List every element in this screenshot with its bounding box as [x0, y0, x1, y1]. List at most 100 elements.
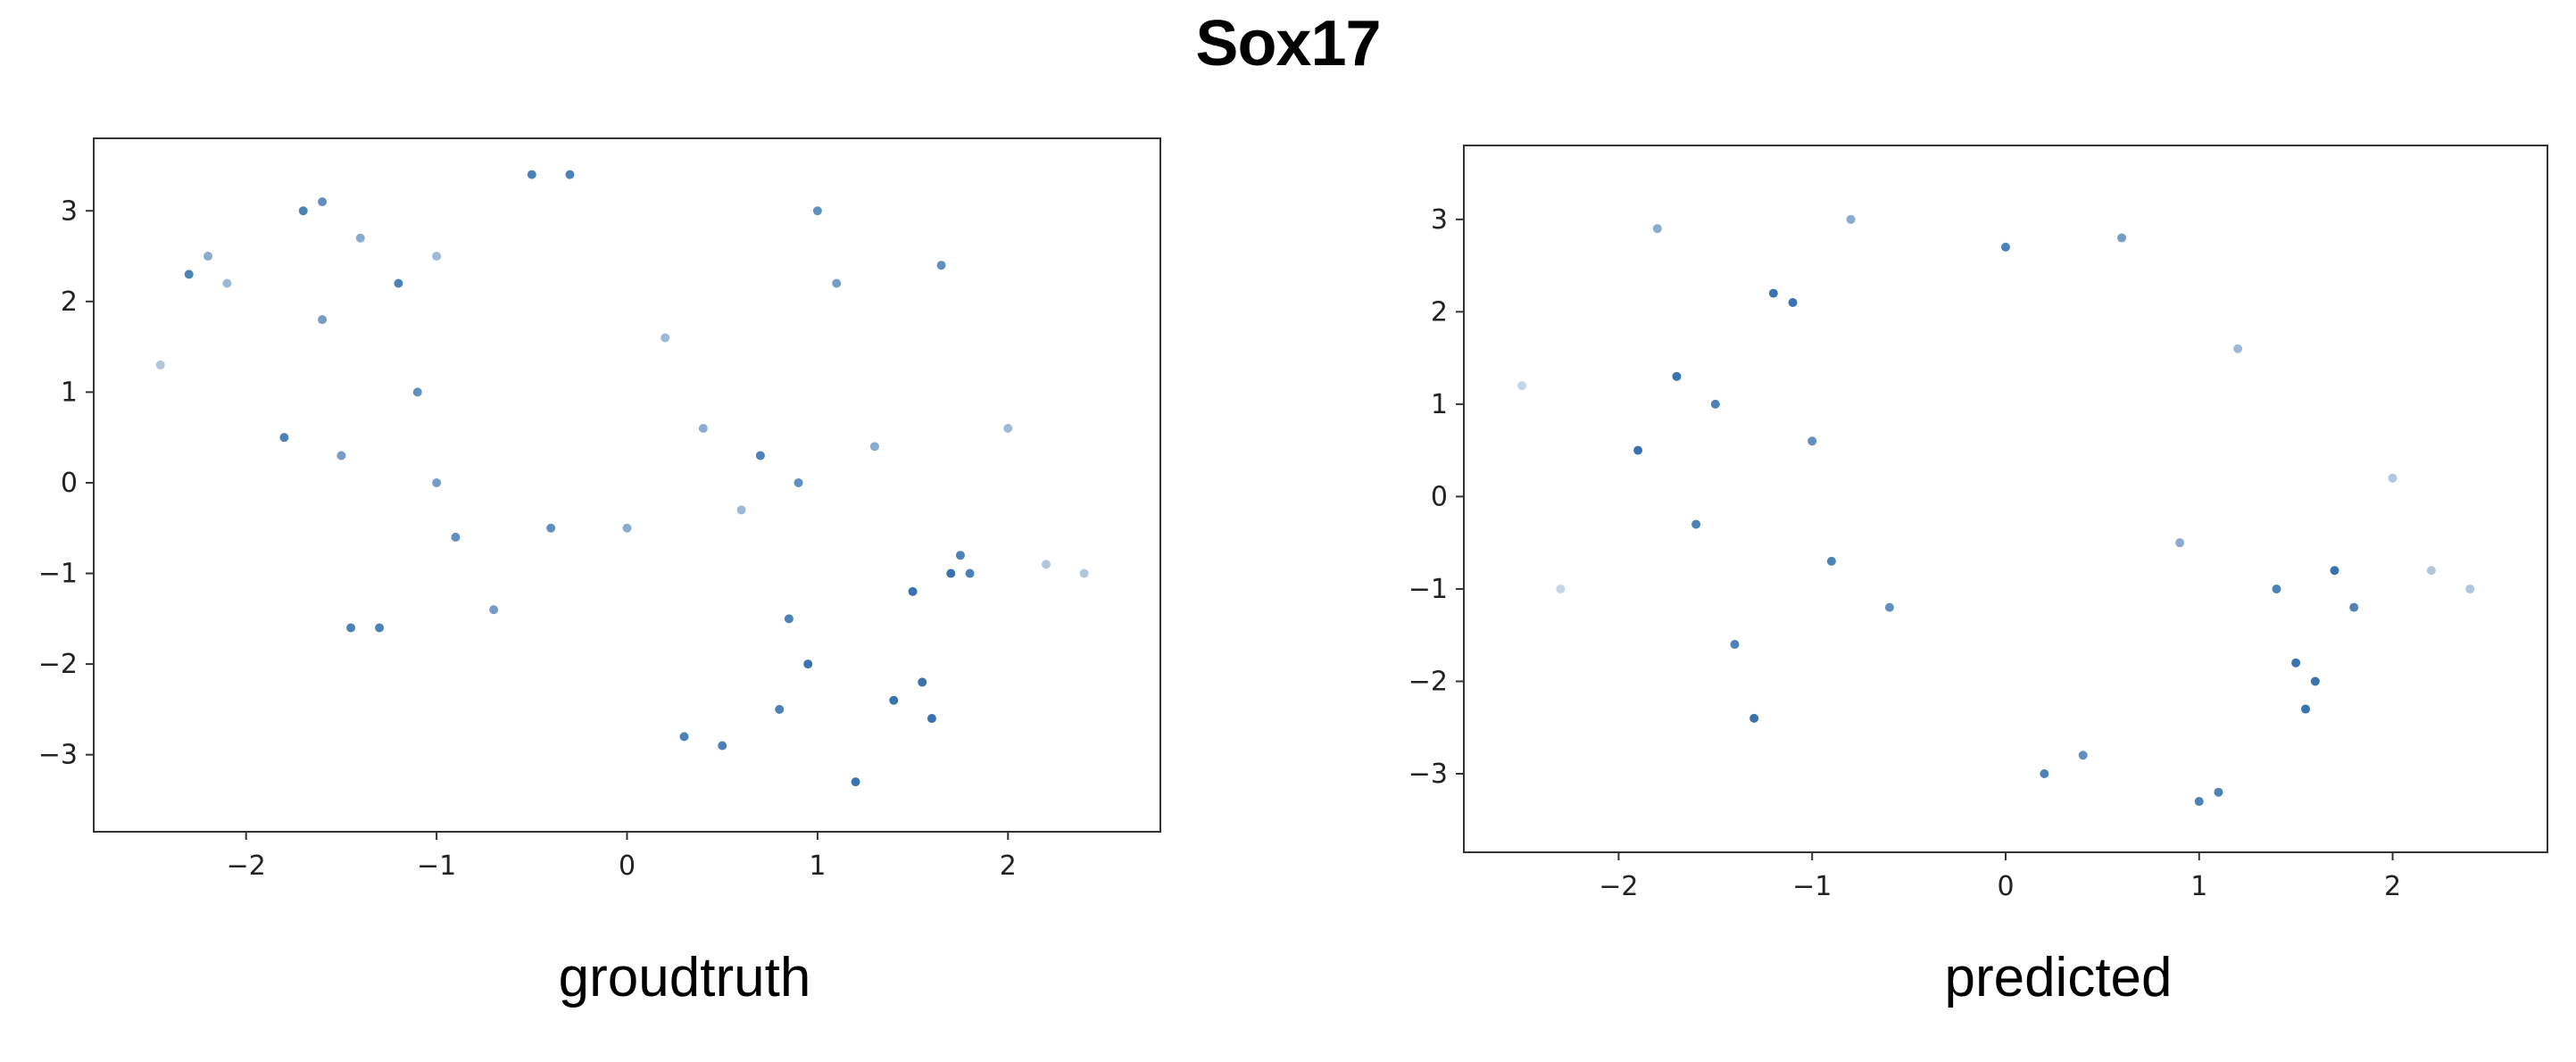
data-point — [803, 660, 813, 669]
data-point — [1846, 214, 1856, 224]
data-point — [718, 741, 727, 751]
data-point — [2301, 704, 2311, 714]
y-tick-label: 1 — [61, 377, 78, 408]
data-point — [661, 333, 670, 343]
x-tick-label: 0 — [619, 850, 636, 882]
x-tick-label: 2 — [2384, 871, 2401, 902]
data-point — [794, 477, 803, 487]
data-point — [2040, 769, 2049, 778]
data-point — [869, 442, 879, 452]
data-point — [2426, 566, 2436, 576]
data-point — [1652, 224, 1662, 234]
groundtruth-panel: −2 −1 0 1 2 −3 −2 −1 0 1 2 3 — [0, 0, 1250, 946]
x-tick-label: 1 — [2190, 871, 2207, 902]
data-point — [375, 623, 385, 633]
data-point — [318, 197, 328, 207]
data-point — [527, 170, 536, 179]
figure-title: Sox17 — [1195, 8, 1381, 79]
predicted-caption: predicted — [1944, 947, 2173, 1008]
predicted-panel: −2 −1 0 1 2 −3 −2 −1 0 1 2 3 — [1339, 0, 2576, 946]
data-point — [755, 451, 765, 460]
data-point — [346, 623, 356, 633]
data-point — [2117, 233, 2127, 243]
y-tick-label: 0 — [61, 468, 78, 499]
data-point — [432, 477, 442, 487]
data-point — [1710, 399, 1720, 409]
data-point — [622, 523, 632, 533]
data-point — [184, 270, 194, 279]
data-point — [889, 695, 899, 705]
data-point — [965, 568, 975, 578]
x-tick-label: 2 — [1000, 850, 1017, 882]
plot-frame — [93, 137, 1161, 833]
data-point — [775, 704, 785, 714]
data-point — [2233, 344, 2243, 353]
data-point — [2175, 538, 2185, 548]
data-point — [298, 206, 308, 216]
data-point — [1884, 602, 1894, 612]
y-tick-label: 3 — [61, 195, 78, 227]
data-point — [736, 505, 746, 515]
data-point — [1749, 713, 1759, 723]
data-point — [2330, 566, 2339, 576]
data-point — [936, 261, 946, 270]
data-point — [432, 252, 442, 261]
x-tick-label: −2 — [227, 850, 266, 882]
data-point — [1633, 445, 1643, 455]
data-point — [927, 714, 936, 724]
data-point — [394, 278, 403, 288]
data-point — [955, 551, 965, 560]
x-tick-label: −1 — [417, 850, 456, 882]
data-point — [1768, 288, 1778, 298]
data-point — [2272, 584, 2281, 593]
data-point — [1788, 298, 1798, 307]
data-point — [412, 387, 422, 397]
y-tick-label: −3 — [1408, 759, 1448, 790]
data-point — [318, 315, 328, 325]
data-point — [2291, 658, 2301, 668]
data-point — [1691, 519, 1701, 529]
data-point — [1041, 560, 1051, 569]
groundtruth-scatter: −2 −1 0 1 2 −3 −2 −1 0 1 2 3 — [38, 137, 1161, 882]
x-tick-label: −2 — [1599, 871, 1638, 902]
data-point — [279, 433, 289, 443]
data-point — [1517, 381, 1527, 391]
x-tick-label: 0 — [1997, 871, 2014, 902]
y-tick-label: 2 — [61, 286, 78, 318]
data-point — [1079, 568, 1089, 578]
data-point — [1826, 556, 1836, 566]
data-point — [1003, 424, 1013, 434]
y-tick-label: −3 — [38, 740, 78, 771]
y-tick-label: −2 — [38, 649, 78, 680]
y-tick-label: −1 — [1408, 574, 1448, 605]
data-point — [489, 605, 499, 615]
y-tick-label: −2 — [1408, 666, 1448, 697]
data-point — [1672, 371, 1682, 381]
data-point — [155, 360, 165, 369]
y-tick-label: 0 — [1431, 481, 1448, 512]
data-point — [2078, 751, 2088, 760]
data-point — [222, 278, 232, 288]
data-point — [851, 777, 860, 787]
data-point — [565, 170, 575, 179]
data-point — [784, 614, 794, 624]
y-tick-label: −1 — [38, 559, 78, 590]
data-point — [204, 252, 213, 261]
data-point — [337, 451, 346, 460]
data-point — [2214, 787, 2223, 797]
data-point — [451, 532, 461, 542]
data-point — [679, 732, 689, 742]
y-tick-label: 1 — [1431, 389, 1448, 420]
data-point — [1807, 436, 1817, 446]
data-point — [546, 523, 556, 533]
data-point — [832, 278, 842, 288]
data-point — [1730, 640, 1740, 650]
data-point — [812, 206, 822, 216]
groundtruth-caption: groudtruth — [558, 947, 811, 1008]
predicted-scatter: −2 −1 0 1 2 −3 −2 −1 0 1 2 3 — [1408, 145, 2548, 902]
data-point — [698, 424, 708, 434]
data-point — [918, 677, 927, 687]
data-point — [2310, 676, 2320, 686]
data-point — [355, 233, 365, 243]
data-point — [2001, 242, 2010, 252]
